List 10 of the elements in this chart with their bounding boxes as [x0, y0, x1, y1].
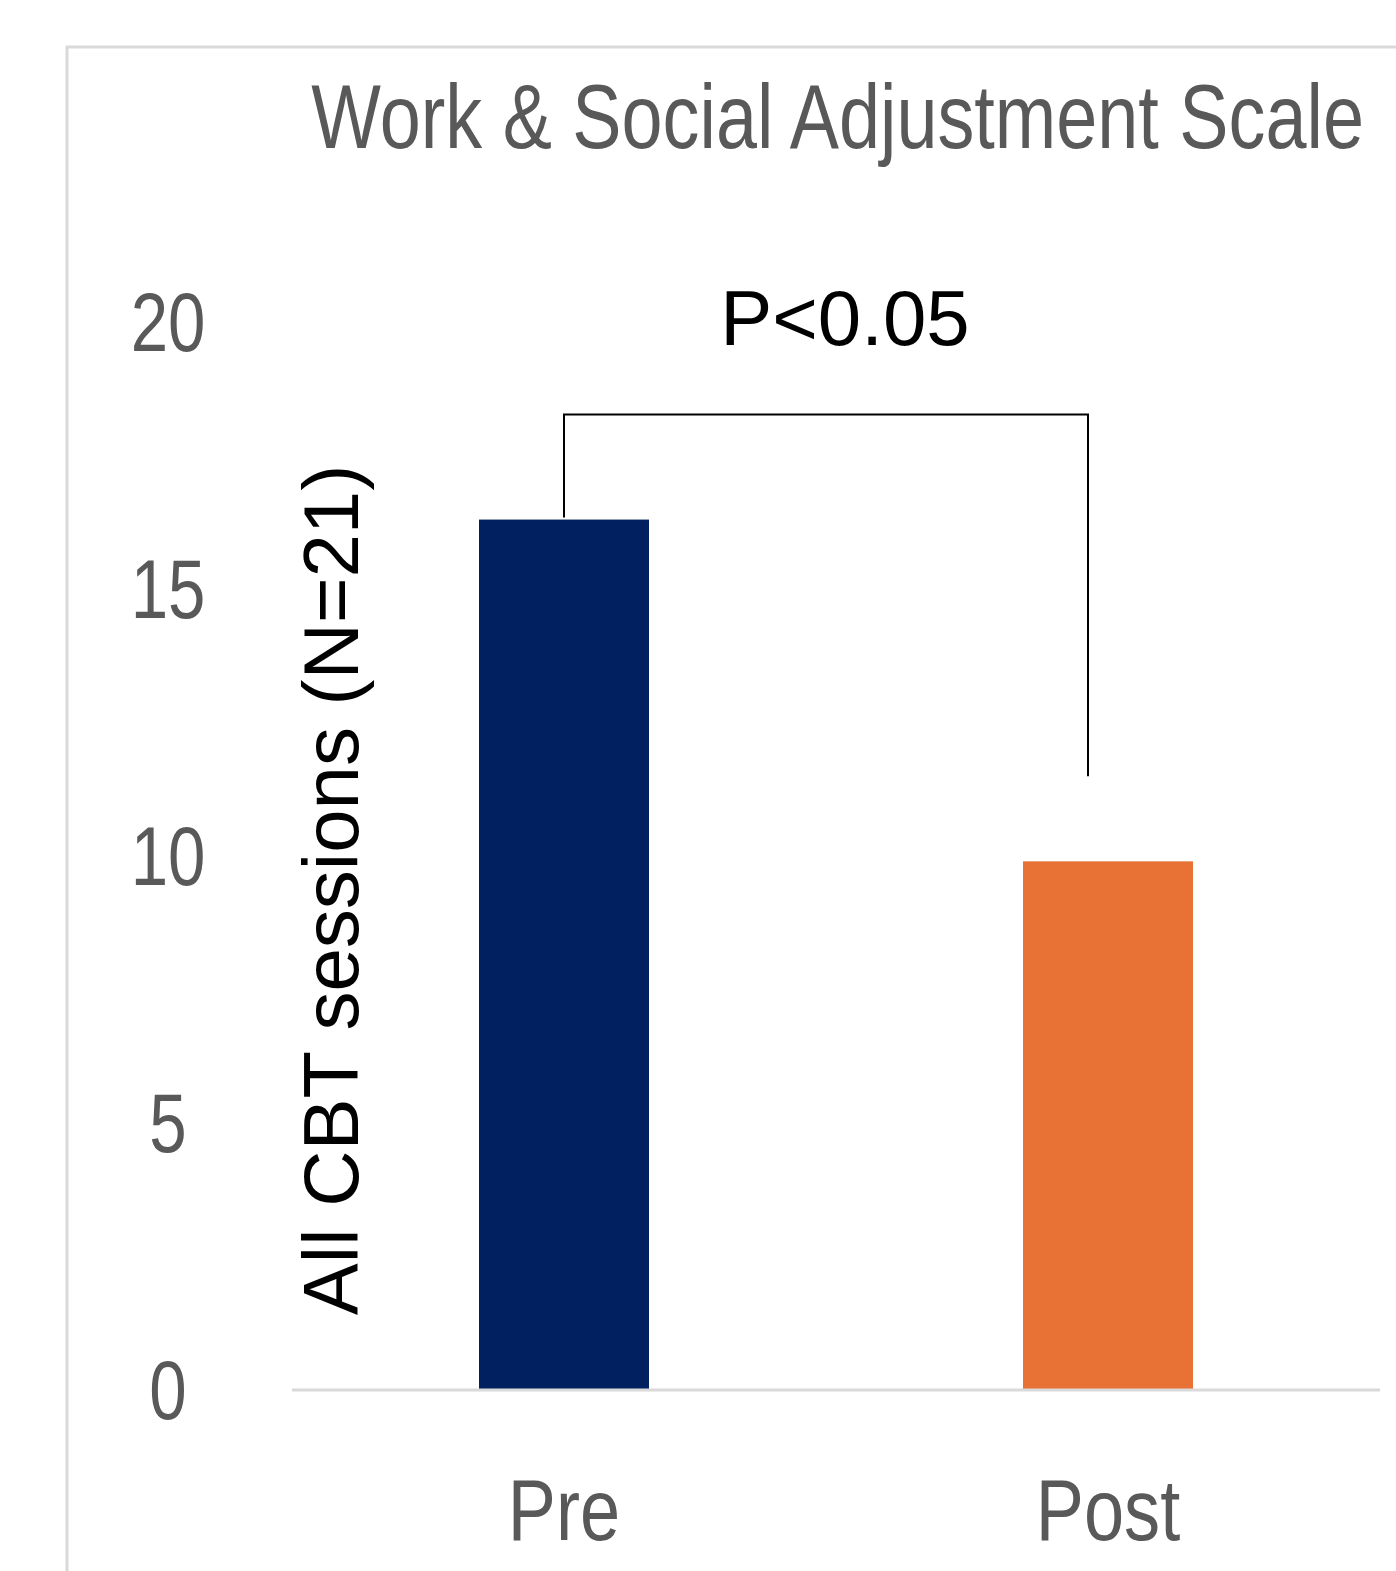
y-tick-label: 15	[130, 542, 206, 637]
y-tick-label: 10	[130, 809, 206, 904]
x-tick-label: Pre	[507, 1460, 621, 1559]
annotation: P<0.05	[720, 274, 970, 362]
x-tick-label: Post	[1035, 1460, 1181, 1559]
chart-title: Work & Social Adjustment Scale	[311, 67, 1364, 167]
y-axis-title: All CBT sessions (N=21)	[287, 464, 375, 1316]
y-tick-label: 5	[149, 1076, 187, 1171]
y-tick-label: 0	[149, 1343, 187, 1438]
y-tick-label: 20	[130, 275, 206, 370]
